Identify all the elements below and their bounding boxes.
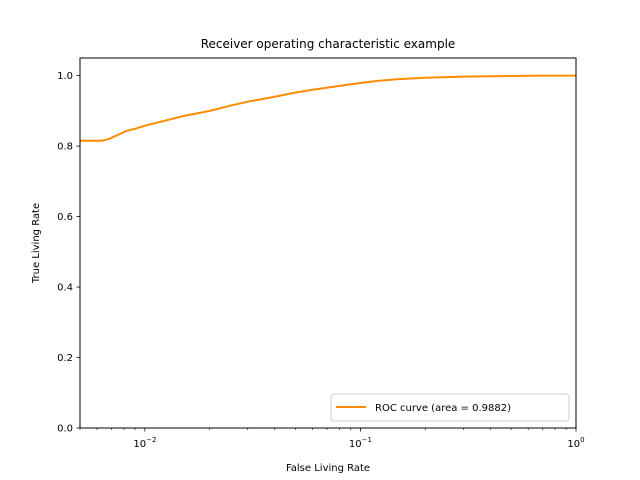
y-tick-label: 0.2 [57,353,73,364]
roc-curve-line [80,74,576,142]
x-tick-label: 100 [567,436,584,450]
y-axis: 0.0 0.2 0.4 0.6 0.8 1.0 [57,71,80,435]
x-tick-label: 10−1 [349,436,372,450]
y-axis-title: True Living Rate [31,203,42,284]
legend: ROC curve (area = 0.9882) [330,393,570,422]
x-axis: 10−2 10−1 100 [79,428,585,450]
y-tick-label: 0.6 [57,212,73,223]
y-tick-label: 0.4 [57,283,73,294]
x-tick-label: 10−2 [133,436,156,450]
y-tick-label: 0.8 [57,142,73,153]
y-tick-label: 1.0 [57,71,73,82]
chart-title: Receiver operating characteristic exampl… [201,37,456,51]
legend-box [330,393,570,422]
plot-frame [79,57,577,429]
y-tick-label: 0.0 [57,424,73,435]
plot-area [79,57,577,429]
x-axis-title: False Living Rate [286,463,370,474]
legend-label: ROC curve (area = 0.9882) [375,403,511,414]
